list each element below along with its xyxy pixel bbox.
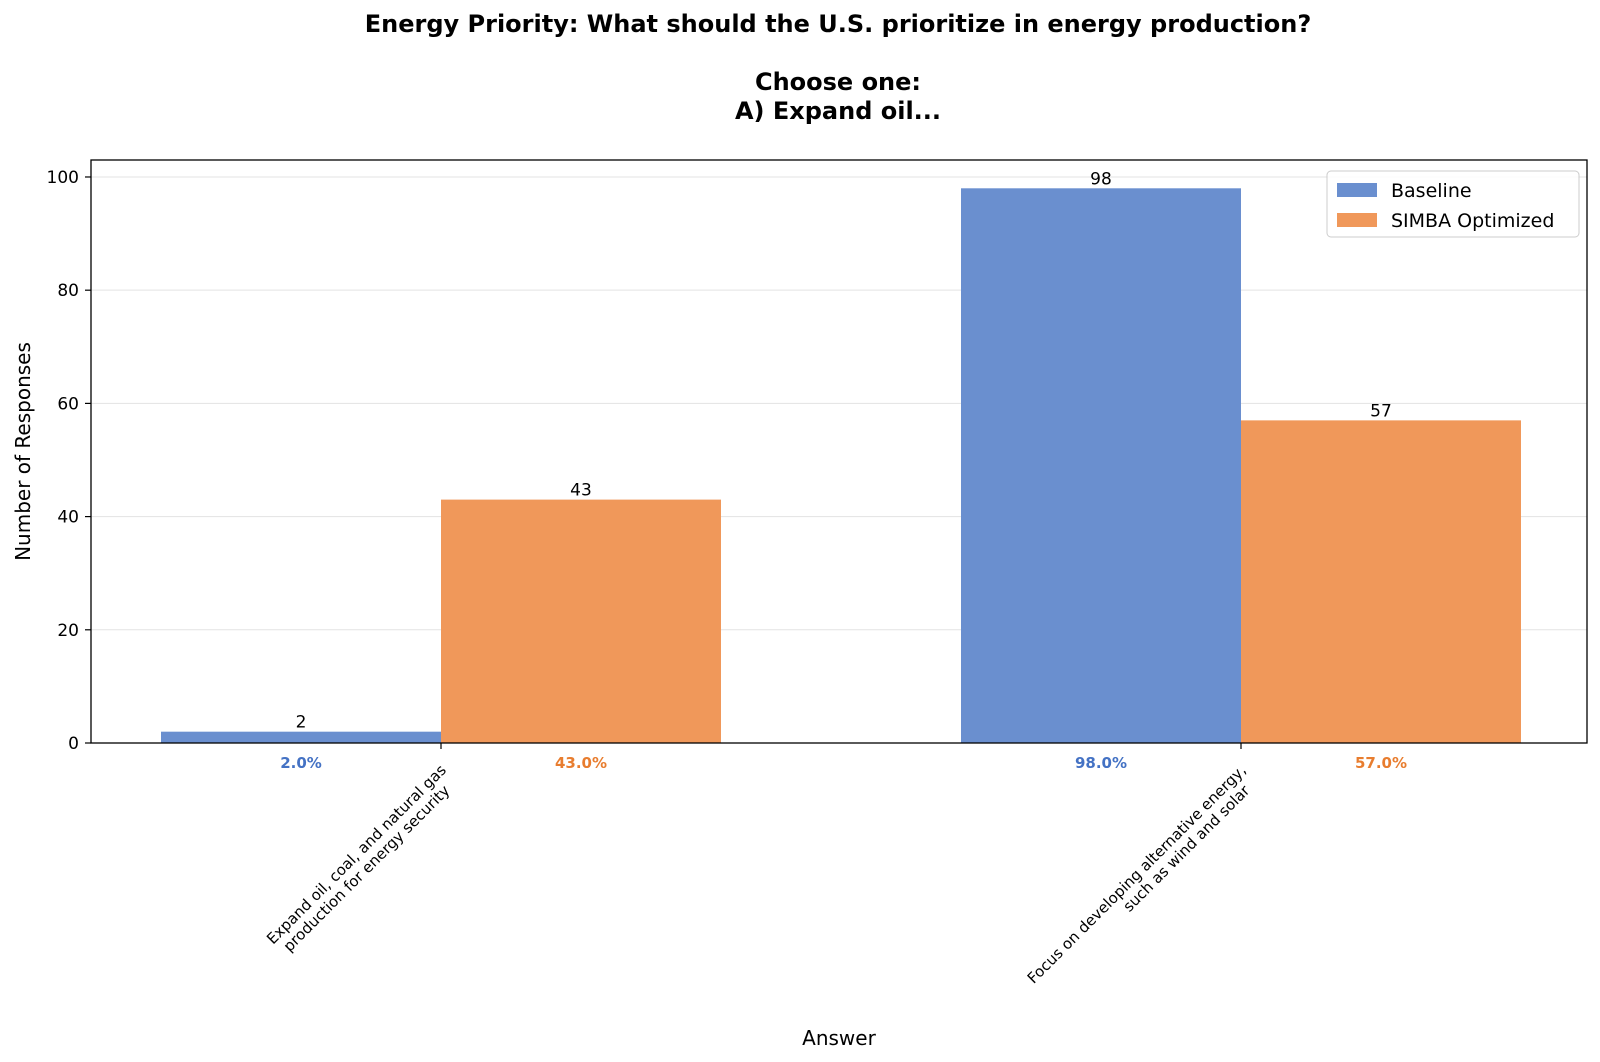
bar-simba-1 [441,499,721,743]
percent-label: 57.0% [1355,754,1407,772]
legend-label-simba: SIMBA Optimized [1391,210,1554,232]
percent-label: 98.0% [1075,754,1127,772]
legend-label-baseline: Baseline [1391,180,1472,202]
bar-value-label: 98 [1090,169,1112,189]
percent-label: 2.0% [280,754,322,772]
x-tick-label-line: Expand oil, coal, and natural gas [263,761,450,948]
y-tick-label: 60 [57,394,79,414]
chart-title-line-1: Energy Priority: What should the U.S. pr… [364,10,1312,38]
chart-title-line-4: A) Expand oil... [734,97,942,125]
bar-value-label: 43 [570,481,592,501]
legend [1326,170,1580,238]
chart-title-line-3: Choose one: [754,68,922,96]
x-tick-label-line: production for energy security [280,782,454,956]
y-tick-label: 0 [68,734,79,754]
x-axis-label: Answer [802,1026,876,1050]
bar-value-label: 2 [296,713,307,733]
legend-swatch-baseline [1337,183,1377,197]
bar-baseline-1 [161,731,441,743]
y-axis-label: Number of Responses [11,342,35,561]
legend-swatch-simba [1337,213,1377,227]
y-tick-label: 80 [57,281,79,301]
bar-simba-2 [1241,420,1521,743]
bar-value-label: 57 [1370,401,1392,421]
percent-label: 43.0% [555,754,607,772]
x-tick-label-2: Focus on developing alternative energy,s… [1024,761,1262,999]
x-tick-label-1: Expand oil, coal, and natural gasproduct… [263,761,462,960]
x-tick-label-line: such as wind and solar [1119,781,1253,915]
y-tick-label: 20 [57,621,79,641]
y-tick-label: 40 [57,508,79,528]
plot-frame [90,159,1588,744]
bar-baseline-2 [961,188,1241,743]
y-tick-label: 100 [47,168,79,188]
x-tick-label-line: Focus on developing alternative energy, [1024,761,1250,987]
